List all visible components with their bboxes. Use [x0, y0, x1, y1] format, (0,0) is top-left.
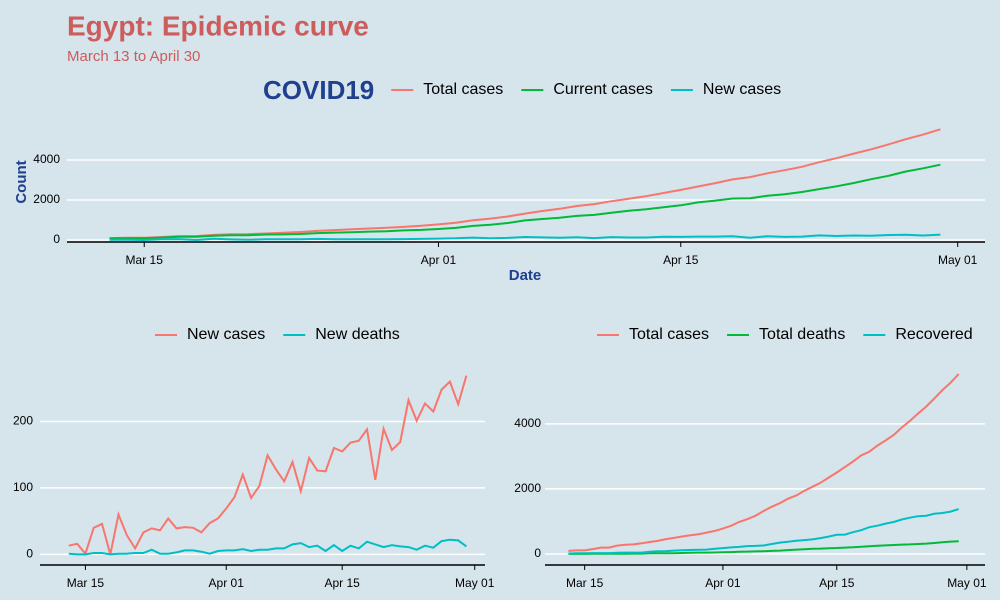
series-line — [109, 233, 941, 242]
x-tick-label: Apr 01 — [705, 576, 741, 590]
legend-label: New cases — [703, 81, 781, 98]
y-tick-label: 0 — [53, 232, 60, 246]
x-tick-label: May 01 — [455, 576, 495, 590]
chart-title: Egypt: Epidemic curve — [67, 10, 369, 41]
x-tick-label: Mar 15 — [126, 253, 164, 267]
y-tick-label: 0 — [534, 546, 541, 560]
legend-label: New cases — [187, 326, 265, 343]
legend-label: Total cases — [423, 81, 503, 98]
x-tick-label: Mar 15 — [566, 576, 604, 590]
x-tick-label: Apr 15 — [325, 576, 361, 590]
legend-title: COVID19 — [263, 75, 374, 105]
legend-label: New deaths — [315, 326, 400, 343]
x-tick-label: Apr 15 — [819, 576, 855, 590]
legend-label: Current cases — [553, 81, 653, 98]
x-tick-label: May 01 — [938, 253, 978, 267]
series-line — [109, 163, 941, 240]
y-tick-label: 200 — [13, 414, 33, 428]
y-axis-label: Count — [13, 160, 30, 203]
x-tick-label: Apr 01 — [209, 576, 245, 590]
y-tick-label: 0 — [26, 547, 33, 561]
series-line — [68, 375, 468, 556]
y-tick-label: 4000 — [514, 416, 541, 430]
x-tick-label: Mar 15 — [67, 576, 105, 590]
series-line — [568, 373, 960, 552]
x-tick-label: Apr 01 — [421, 253, 457, 267]
series-line — [68, 538, 467, 556]
legend-label: Total deaths — [759, 326, 845, 343]
y-tick-label: 2000 — [514, 481, 541, 495]
series-line — [568, 508, 959, 555]
y-tick-label: 4000 — [33, 152, 60, 166]
x-tick-label: May 01 — [947, 576, 987, 590]
legend-label: Total cases — [629, 326, 709, 343]
legend-label: Recovered — [895, 326, 972, 343]
x-tick-label: Apr 15 — [663, 253, 699, 267]
y-tick-label: 100 — [13, 480, 33, 494]
x-axis-label: Date — [509, 267, 542, 284]
chart-subtitle: March 13 to April 30 — [67, 48, 200, 65]
y-tick-label: 2000 — [33, 192, 60, 206]
series-line — [109, 128, 941, 240]
